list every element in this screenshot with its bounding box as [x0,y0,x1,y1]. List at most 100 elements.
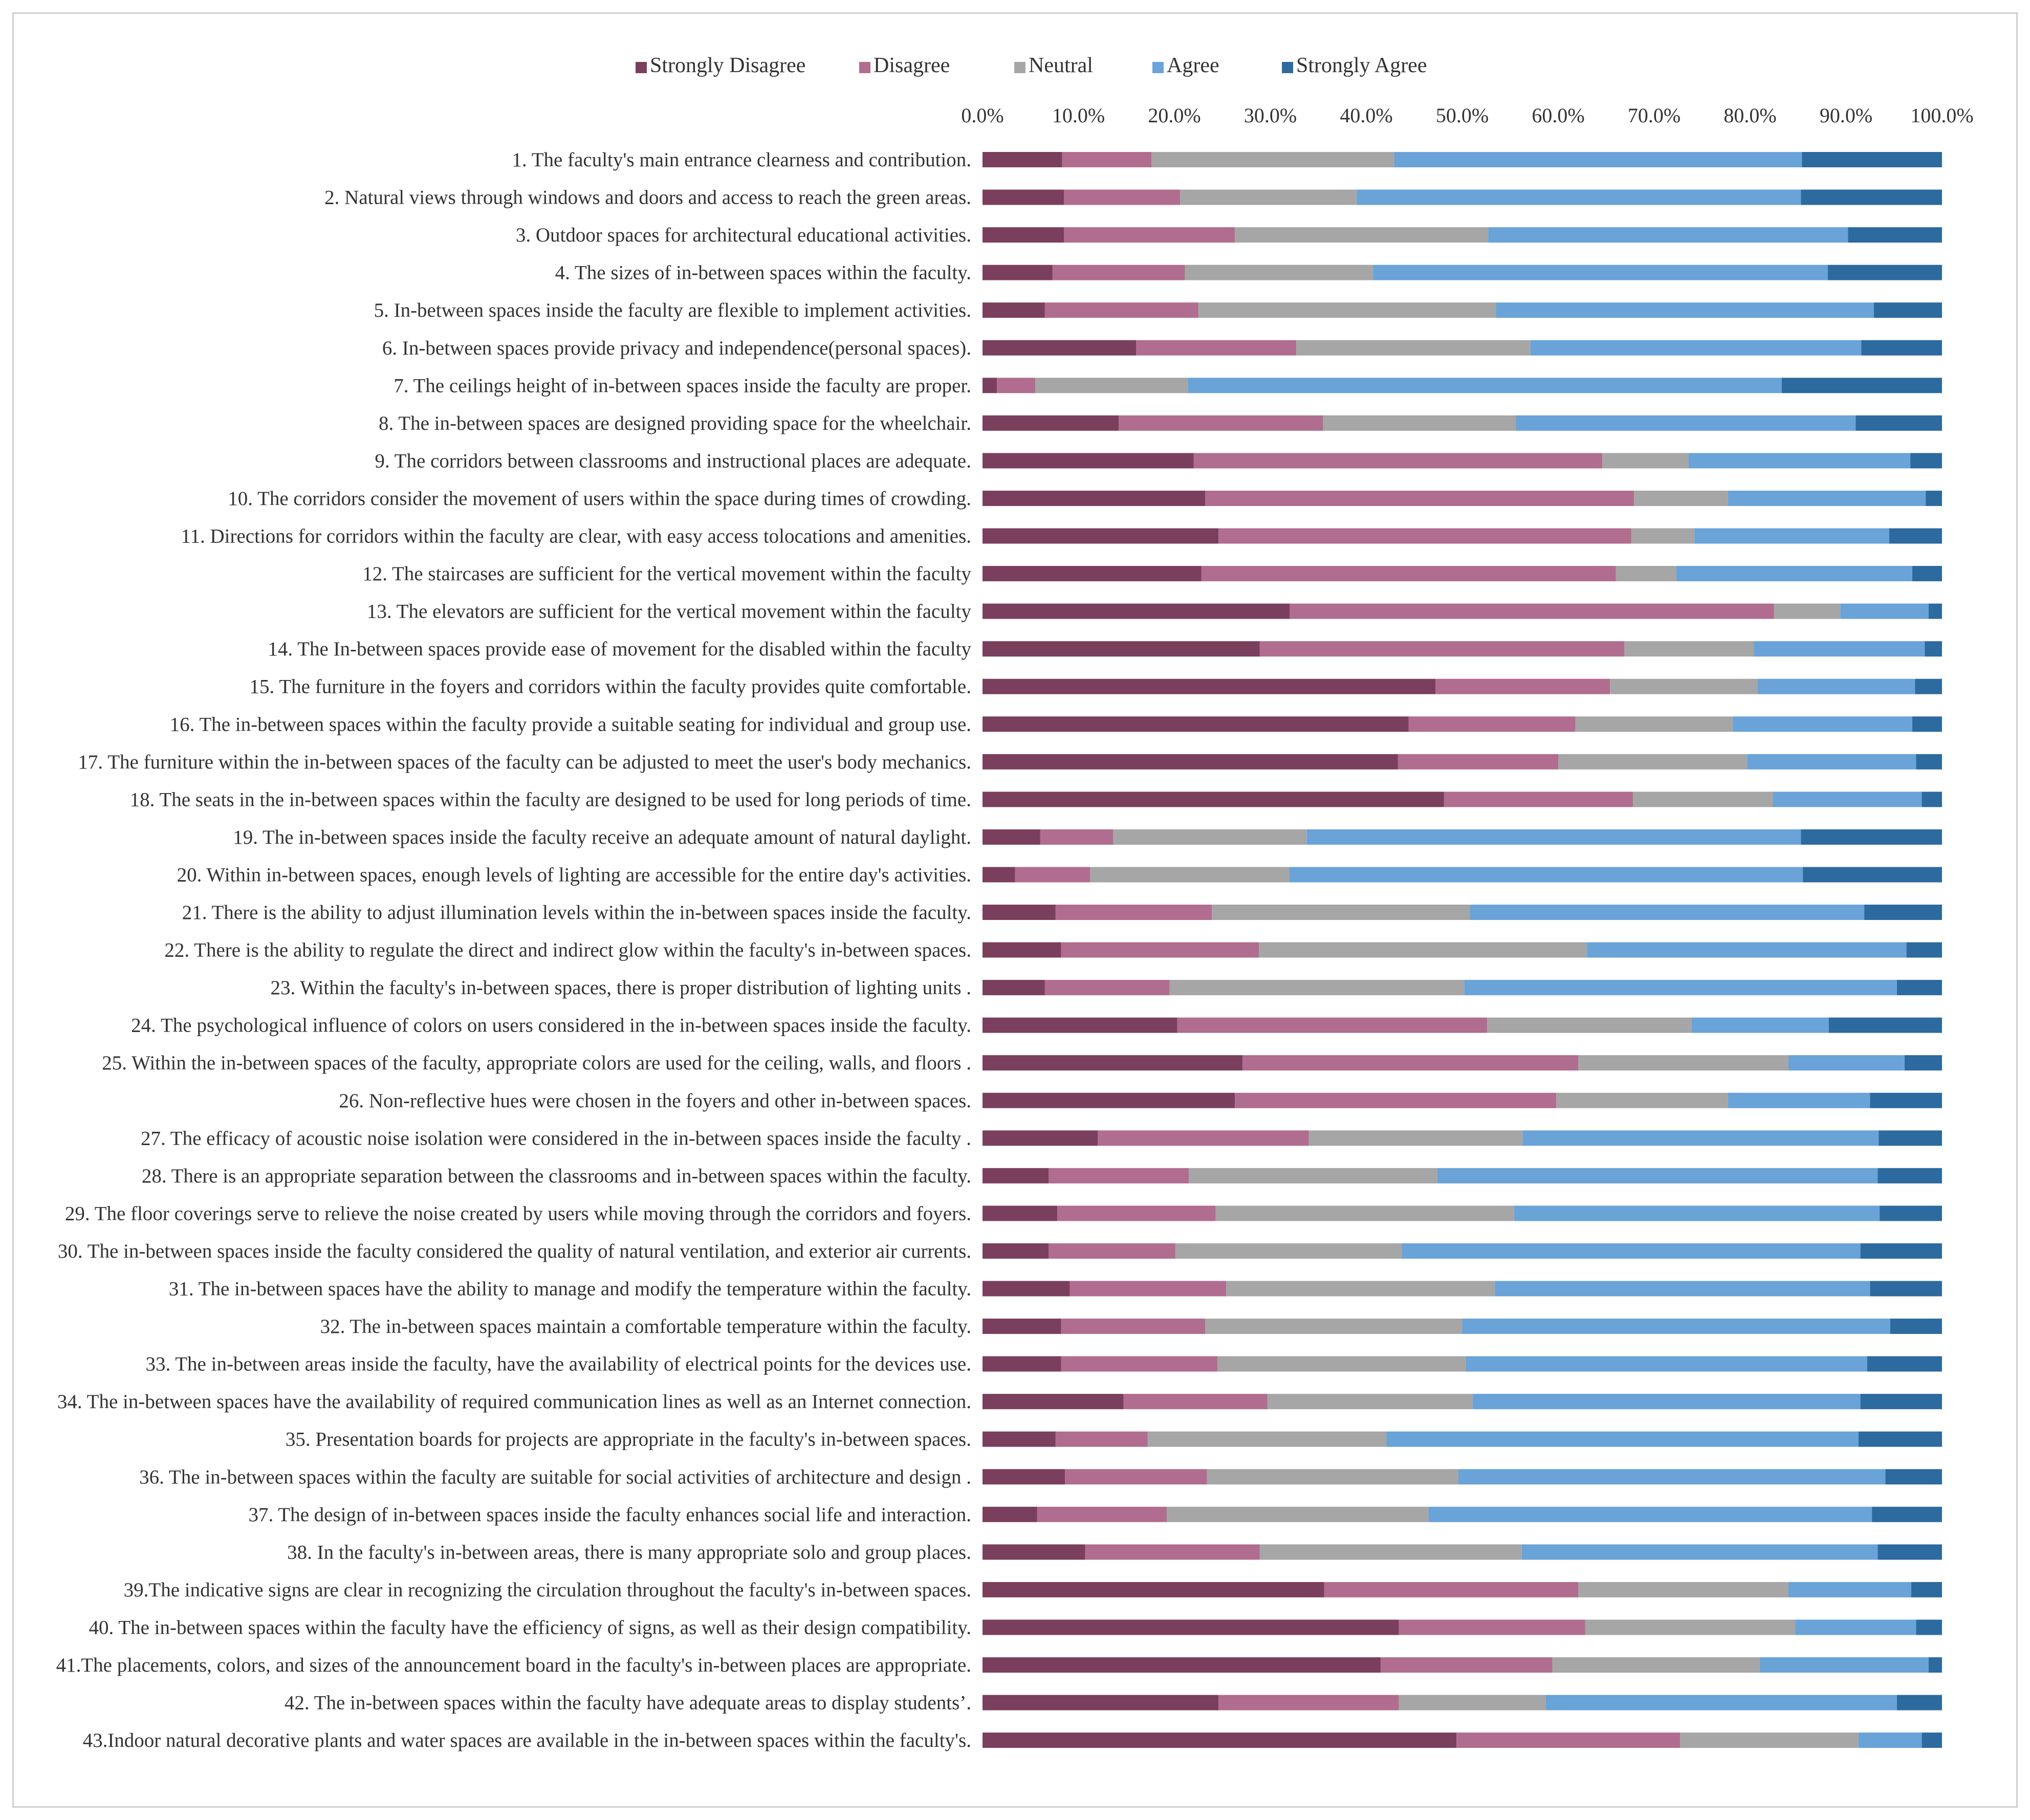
bar-row [983,265,1942,280]
bar-row [983,1055,1942,1071]
bar-row [983,340,1942,356]
category-label: 13. The elevators are sufficient for the… [367,601,972,623]
bar-segment-strongly-agree [1803,867,1942,883]
bar-segment-strongly-agree [1870,1092,1942,1108]
category-label: 2. Natural views through windows and doo… [324,187,971,209]
bar-segment-agree [1394,152,1802,167]
bar-segment-neutral [1212,905,1470,920]
bar-segment-strongly-agree [1912,716,1942,732]
bar-segment-neutral [1610,678,1758,694]
bar-segment-disagree [997,378,1036,393]
bar-row [983,754,1942,770]
legend-item-4: Strongly Agree [1282,54,1427,77]
legend-swatch [1014,62,1025,73]
category-label: 9. The corridors between classrooms and … [375,450,971,472]
bar-segment-strongly-agree [1916,754,1942,770]
bar-segment-disagree [1044,980,1170,996]
bar-segment-disagree [1444,792,1633,807]
category-label: 27. The efficacy of acoustic noise isola… [141,1127,971,1149]
bar-segment-strongly-disagree [983,1469,1065,1485]
category-label: 26. Non-reflective hues were chosen in t… [339,1090,971,1112]
bar-row [983,1582,1942,1597]
bar-row [983,1506,1942,1522]
bar-segment-agree [1694,528,1889,544]
bar-segment-neutral [1235,227,1489,243]
bar-row [983,302,1942,318]
bar-segment-strongly-disagree [983,716,1409,732]
category-label: 7. The ceilings height of in-between spa… [394,375,971,397]
bar-segment-strongly-disagree [983,1695,1219,1711]
category-label: 34. The in-between spaces have the avail… [57,1391,971,1413]
category-labels: 1. The faculty's main entrance clearness… [56,149,972,1751]
stacked-bar-chart: Strongly Disagree Disagree Neutral Agree Str… [56,54,1974,1751]
category-label: 29. The floor coverings serve to relieve… [65,1202,971,1224]
bar-segment-strongly-agree [1880,1205,1942,1221]
bar-segment-neutral [1558,754,1748,770]
bar-segment-strongly-disagree [983,867,1015,883]
bar-segment-disagree [1098,1130,1309,1146]
bar-segment-strongly-disagree [983,942,1061,958]
bar-segment-disagree [1399,1619,1585,1635]
bar-row [983,1281,1942,1297]
category-label: 5. In-between spaces inside the faculty … [374,299,971,321]
bar-segment-agree [1290,867,1803,883]
bar-segment-agree [1773,792,1922,807]
bar-segment-neutral [1035,378,1188,393]
category-label: 33. The in-between areas inside the facu… [145,1353,971,1375]
category-label: 21. There is the ability to adjust illum… [182,902,971,924]
bar-segment-disagree [1218,1695,1399,1711]
bar-segment-neutral [1680,1733,1859,1748]
bar-segment-disagree [1259,641,1625,657]
bar-row [983,415,1942,431]
bar-segment-strongly-agree [1889,528,1942,544]
category-label: 22. There is the ability to regulate the… [164,939,971,961]
bar-segment-disagree [1456,1733,1680,1748]
bar-segment-neutral [1217,1356,1466,1372]
bar-row [983,1733,1942,1748]
category-label: 20. Within in-between spaces, enough lev… [177,864,971,886]
bar-segment-strongly-agree [1781,378,1942,393]
bar-segment-strongly-agree [1801,189,1942,205]
bar-segment-strongly-disagree [983,1319,1061,1334]
legend-label: Strongly Agree [1296,54,1427,77]
bar-segment-disagree [1398,754,1558,770]
bar-row [983,867,1942,883]
bar-segment-strongly-disagree [983,453,1194,469]
bar-row [983,678,1942,694]
x-tick-label: 60.0% [1532,104,1584,127]
bar-segment-agree [1470,905,1865,920]
bar-segment-strongly-agree [1925,641,1942,657]
category-label: 16. The in-between spaces within the fac… [170,713,971,735]
bar-segment-disagree [1057,1205,1216,1221]
bar-segment-disagree [1065,1469,1207,1485]
bar-segment-strongly-disagree [983,1205,1058,1221]
legend-label: Disagree [874,54,950,77]
bar-segment-disagree [1055,1431,1148,1447]
bar-segment-agree [1188,378,1782,393]
bar-segment-neutral [1267,1394,1473,1410]
bar-segment-agree [1587,942,1907,958]
category-label: 18. The seats in the in-between spaces w… [130,788,971,810]
bar-segment-agree [1522,1130,1879,1146]
bar-segment-agree [1514,1205,1880,1221]
bar-segment-disagree [1136,340,1297,356]
bar-segment-strongly-disagree [983,378,997,393]
bar-segment-neutral [1215,1205,1514,1221]
bar-segment-strongly-disagree [983,980,1045,996]
x-tick-label: 50.0% [1436,104,1489,127]
bar-segment-strongly-agree [1906,942,1942,958]
bar-segment-strongly-disagree [983,792,1444,807]
bar-segment-agree [1496,302,1874,318]
chart-frame: Strongly Disagree Disagree Neutral Agree Str… [12,12,2018,1808]
bar-segment-strongly-disagree [983,189,1064,205]
category-label: 19. The in-between spaces inside the fac… [233,826,971,848]
bar-row [983,1544,1942,1560]
legend-swatch [1282,62,1293,73]
bar-segment-strongly-disagree [983,1506,1037,1522]
category-label: 32. The in-between spaces maintain a com… [320,1315,971,1337]
x-tick-label: 10.0% [1052,104,1105,127]
bar-segment-strongly-disagree [983,1130,1098,1146]
bar-segment-agree [1306,829,1801,845]
bar-segment-agree [1676,566,1912,582]
bar-segment-strongly-disagree [983,1544,1085,1560]
